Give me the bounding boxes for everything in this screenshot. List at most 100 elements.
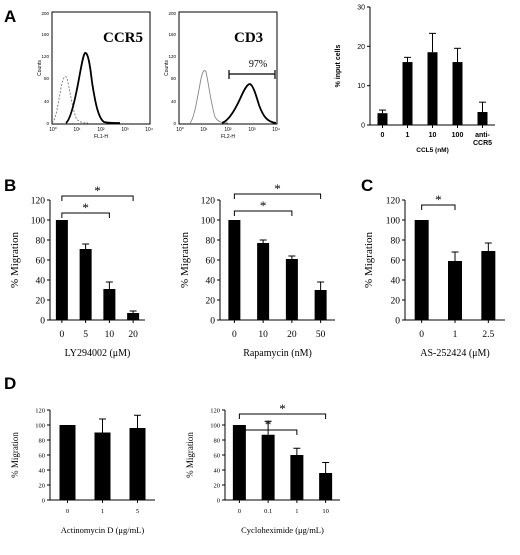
y-tick-label: 80	[206, 236, 216, 246]
histogram-y-ticks: 0 40 80 120 160 200	[168, 11, 176, 126]
histogram-y-axis-label: Counts	[37, 60, 43, 76]
category-label: 2.5	[482, 330, 494, 340]
x-axis-label: CCL5 (nM)	[416, 147, 449, 154]
y-tick-label: 0	[210, 316, 215, 326]
histogram-frame	[178, 11, 278, 125]
histogram-x-ticks: 10⁰ 10¹ 10² 10³ 10⁴	[176, 127, 280, 133]
category-label: 0	[66, 508, 69, 515]
histogram-y-tick: 160	[41, 32, 49, 37]
y-tick-label: 80	[39, 437, 46, 444]
bar	[285, 259, 298, 320]
histogram-x-tick: 10⁴	[145, 127, 153, 133]
y-tick-label: 20	[214, 482, 221, 489]
significance-bracket	[233, 193, 322, 199]
category-label: 1	[295, 508, 298, 515]
y-tick-label: 120	[35, 407, 45, 414]
histogram-y-tick: 200	[41, 11, 49, 16]
histogram-y-tick: 160	[168, 32, 176, 37]
bar	[427, 52, 438, 125]
x-axis-label: Cycloheximide (μg/mL)	[241, 525, 324, 535]
category-label: anti-	[475, 132, 490, 139]
histogram-ccr5: CCR5 0 40 80 120 160 200 Counts 10⁰ 10¹ …	[37, 11, 153, 140]
y-tick-label: 40	[39, 467, 46, 474]
chart-d-right: 0 20 40 60 80 100 120 0 0.1 1 10 * * Cycloheximide (μ…	[185, 401, 340, 535]
x-axis-label: Actinomycin D (μg/mL)	[61, 525, 145, 535]
histogram-x-axis-label: FL2-H	[221, 134, 235, 140]
y-tick-label: 20	[36, 296, 46, 306]
category-label: 1	[101, 508, 104, 515]
chart-a-right: 0 10 20 30 0 1 10 100 anti-CCR5 CCL5 (nM) % input …	[335, 4, 495, 154]
bar	[481, 251, 496, 320]
significance-bracket	[233, 210, 293, 216]
category-label: 10	[105, 330, 115, 340]
significance-star: *	[265, 417, 272, 432]
x-axis-label: LY294002 (μM)	[65, 348, 131, 359]
histogram-frame	[51, 11, 151, 125]
histogram-x-tick: 10⁴	[272, 127, 280, 133]
category-label: 0	[238, 508, 241, 515]
y-tick-label: 0	[395, 316, 400, 326]
y-tick-label: 80	[36, 236, 46, 246]
bar	[377, 113, 388, 125]
histogram-stained-curve	[65, 52, 121, 124]
y-tick-label: 120	[201, 196, 216, 206]
chart-b-right: 0 20 40 60 80 100 120 0 10 20 50 * * Rapamycin (nM) % …	[179, 181, 335, 359]
histogram-x-tick: 10³	[248, 127, 256, 133]
histogram-y-tick: 120	[41, 54, 49, 59]
y-tick-label: 100	[201, 216, 216, 226]
y-axis-label: % Migration	[185, 432, 195, 478]
bar	[228, 220, 241, 320]
bar	[448, 261, 462, 320]
histogram-y-tick: 200	[168, 11, 176, 16]
bar	[59, 425, 76, 500]
panel-label-b: B	[4, 176, 16, 195]
significance-star: *	[435, 192, 442, 207]
y-tick-label: 80	[391, 236, 401, 246]
x-axis-label: AS-252424 (μM)	[420, 348, 490, 359]
histogram-x-tick: 10²	[224, 127, 232, 133]
category-label: 5	[136, 508, 139, 515]
bar	[127, 313, 140, 320]
bar	[79, 249, 92, 320]
histogram-cd3: CD3 0 40 80 120 160 200 Counts 10⁰ 10¹ 1…	[164, 11, 280, 140]
significance-bracket	[61, 212, 110, 218]
chart-b-left: 0 20 40 60 80 100 120 0 5 10 20 * * LY294002 (μM) % Mi…	[9, 183, 145, 359]
y-axis-label: % Migration	[363, 232, 375, 288]
panel-label-a: A	[4, 7, 16, 26]
category-label: 1	[453, 330, 458, 340]
y-tick-label: 40	[206, 276, 216, 286]
bar	[94, 432, 111, 500]
y-tick-label: 20	[39, 482, 46, 489]
histogram-y-tick: 0	[173, 121, 176, 126]
category-label: 0	[60, 330, 65, 340]
y-tick-label: 40	[36, 276, 46, 286]
significance-star: *	[94, 183, 101, 198]
category-label: 0	[232, 330, 237, 340]
y-axis-label: % Migration	[10, 432, 20, 478]
histogram-x-tick: 10²	[97, 127, 105, 133]
category-label: 1	[406, 132, 410, 139]
significance-bracket	[421, 204, 456, 210]
histogram-y-tick: 0	[46, 121, 49, 126]
panel-label-d: D	[4, 374, 16, 393]
histogram-x-tick: 10¹	[73, 127, 81, 133]
bar	[103, 289, 116, 320]
bar	[55, 220, 68, 320]
y-tick-label: 120	[210, 407, 220, 414]
histogram-control-curve	[189, 70, 229, 124]
y-tick-label: 10	[357, 83, 365, 90]
y-tick-label: 120	[31, 196, 46, 206]
significance-bracket	[238, 413, 327, 419]
category-label: 100	[452, 132, 464, 139]
bar	[319, 473, 333, 500]
histogram-y-axis-label: Counts	[164, 60, 170, 76]
histogram-marker-label: CCR5	[103, 30, 143, 46]
chart-c: 0 20 40 60 80 100 120 0 1 2.5 * AS-252424 (μM) % Mig…	[363, 192, 505, 359]
significance-star: *	[279, 401, 286, 416]
histogram-y-tick: 40	[171, 99, 177, 104]
y-tick-label: 20	[391, 296, 401, 306]
histogram-y-tick: 40	[44, 99, 50, 104]
histogram-y-tick: 120	[168, 54, 176, 59]
category-label: CCR5	[473, 140, 492, 147]
